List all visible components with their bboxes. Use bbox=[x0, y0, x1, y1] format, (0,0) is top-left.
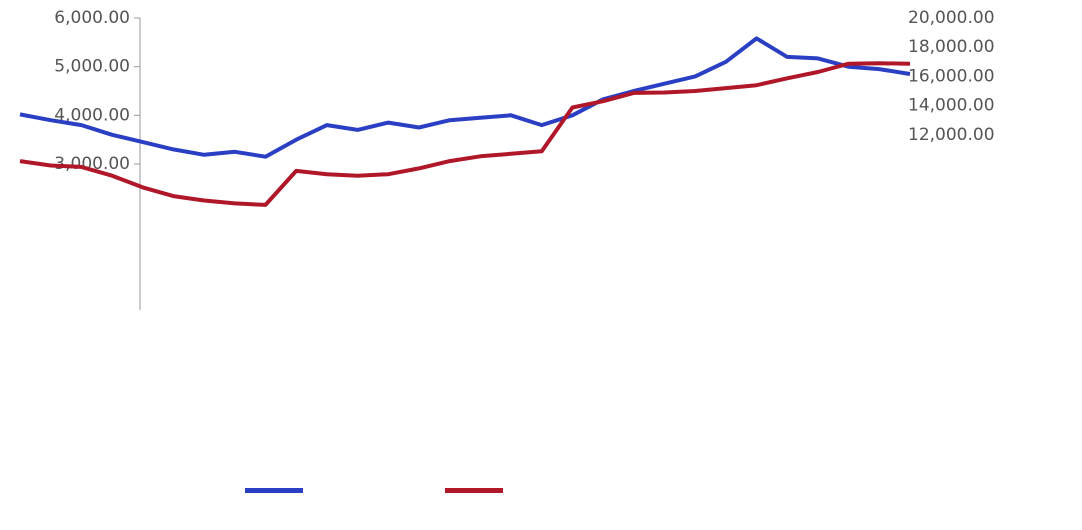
y-tick-label: 3,000.00 bbox=[54, 154, 130, 174]
y-tick-label: 5,000.00 bbox=[54, 57, 130, 77]
legend-swatch bbox=[445, 488, 503, 493]
y2-tick-label: 12,000.00 bbox=[908, 125, 995, 145]
y2-tick-label: 18,000.00 bbox=[908, 37, 995, 57]
y2-tick-label: 16,000.00 bbox=[908, 66, 995, 86]
legend-swatch bbox=[245, 488, 303, 493]
line-series bbox=[19, 61, 911, 207]
y-tick-label: 6,000.00 bbox=[54, 8, 130, 28]
y-tick-label: 4,000.00 bbox=[54, 105, 130, 125]
line-series bbox=[19, 36, 911, 159]
y2-tick-label: 14,000.00 bbox=[908, 96, 995, 116]
y2-tick-label: 20,000.00 bbox=[908, 8, 995, 28]
